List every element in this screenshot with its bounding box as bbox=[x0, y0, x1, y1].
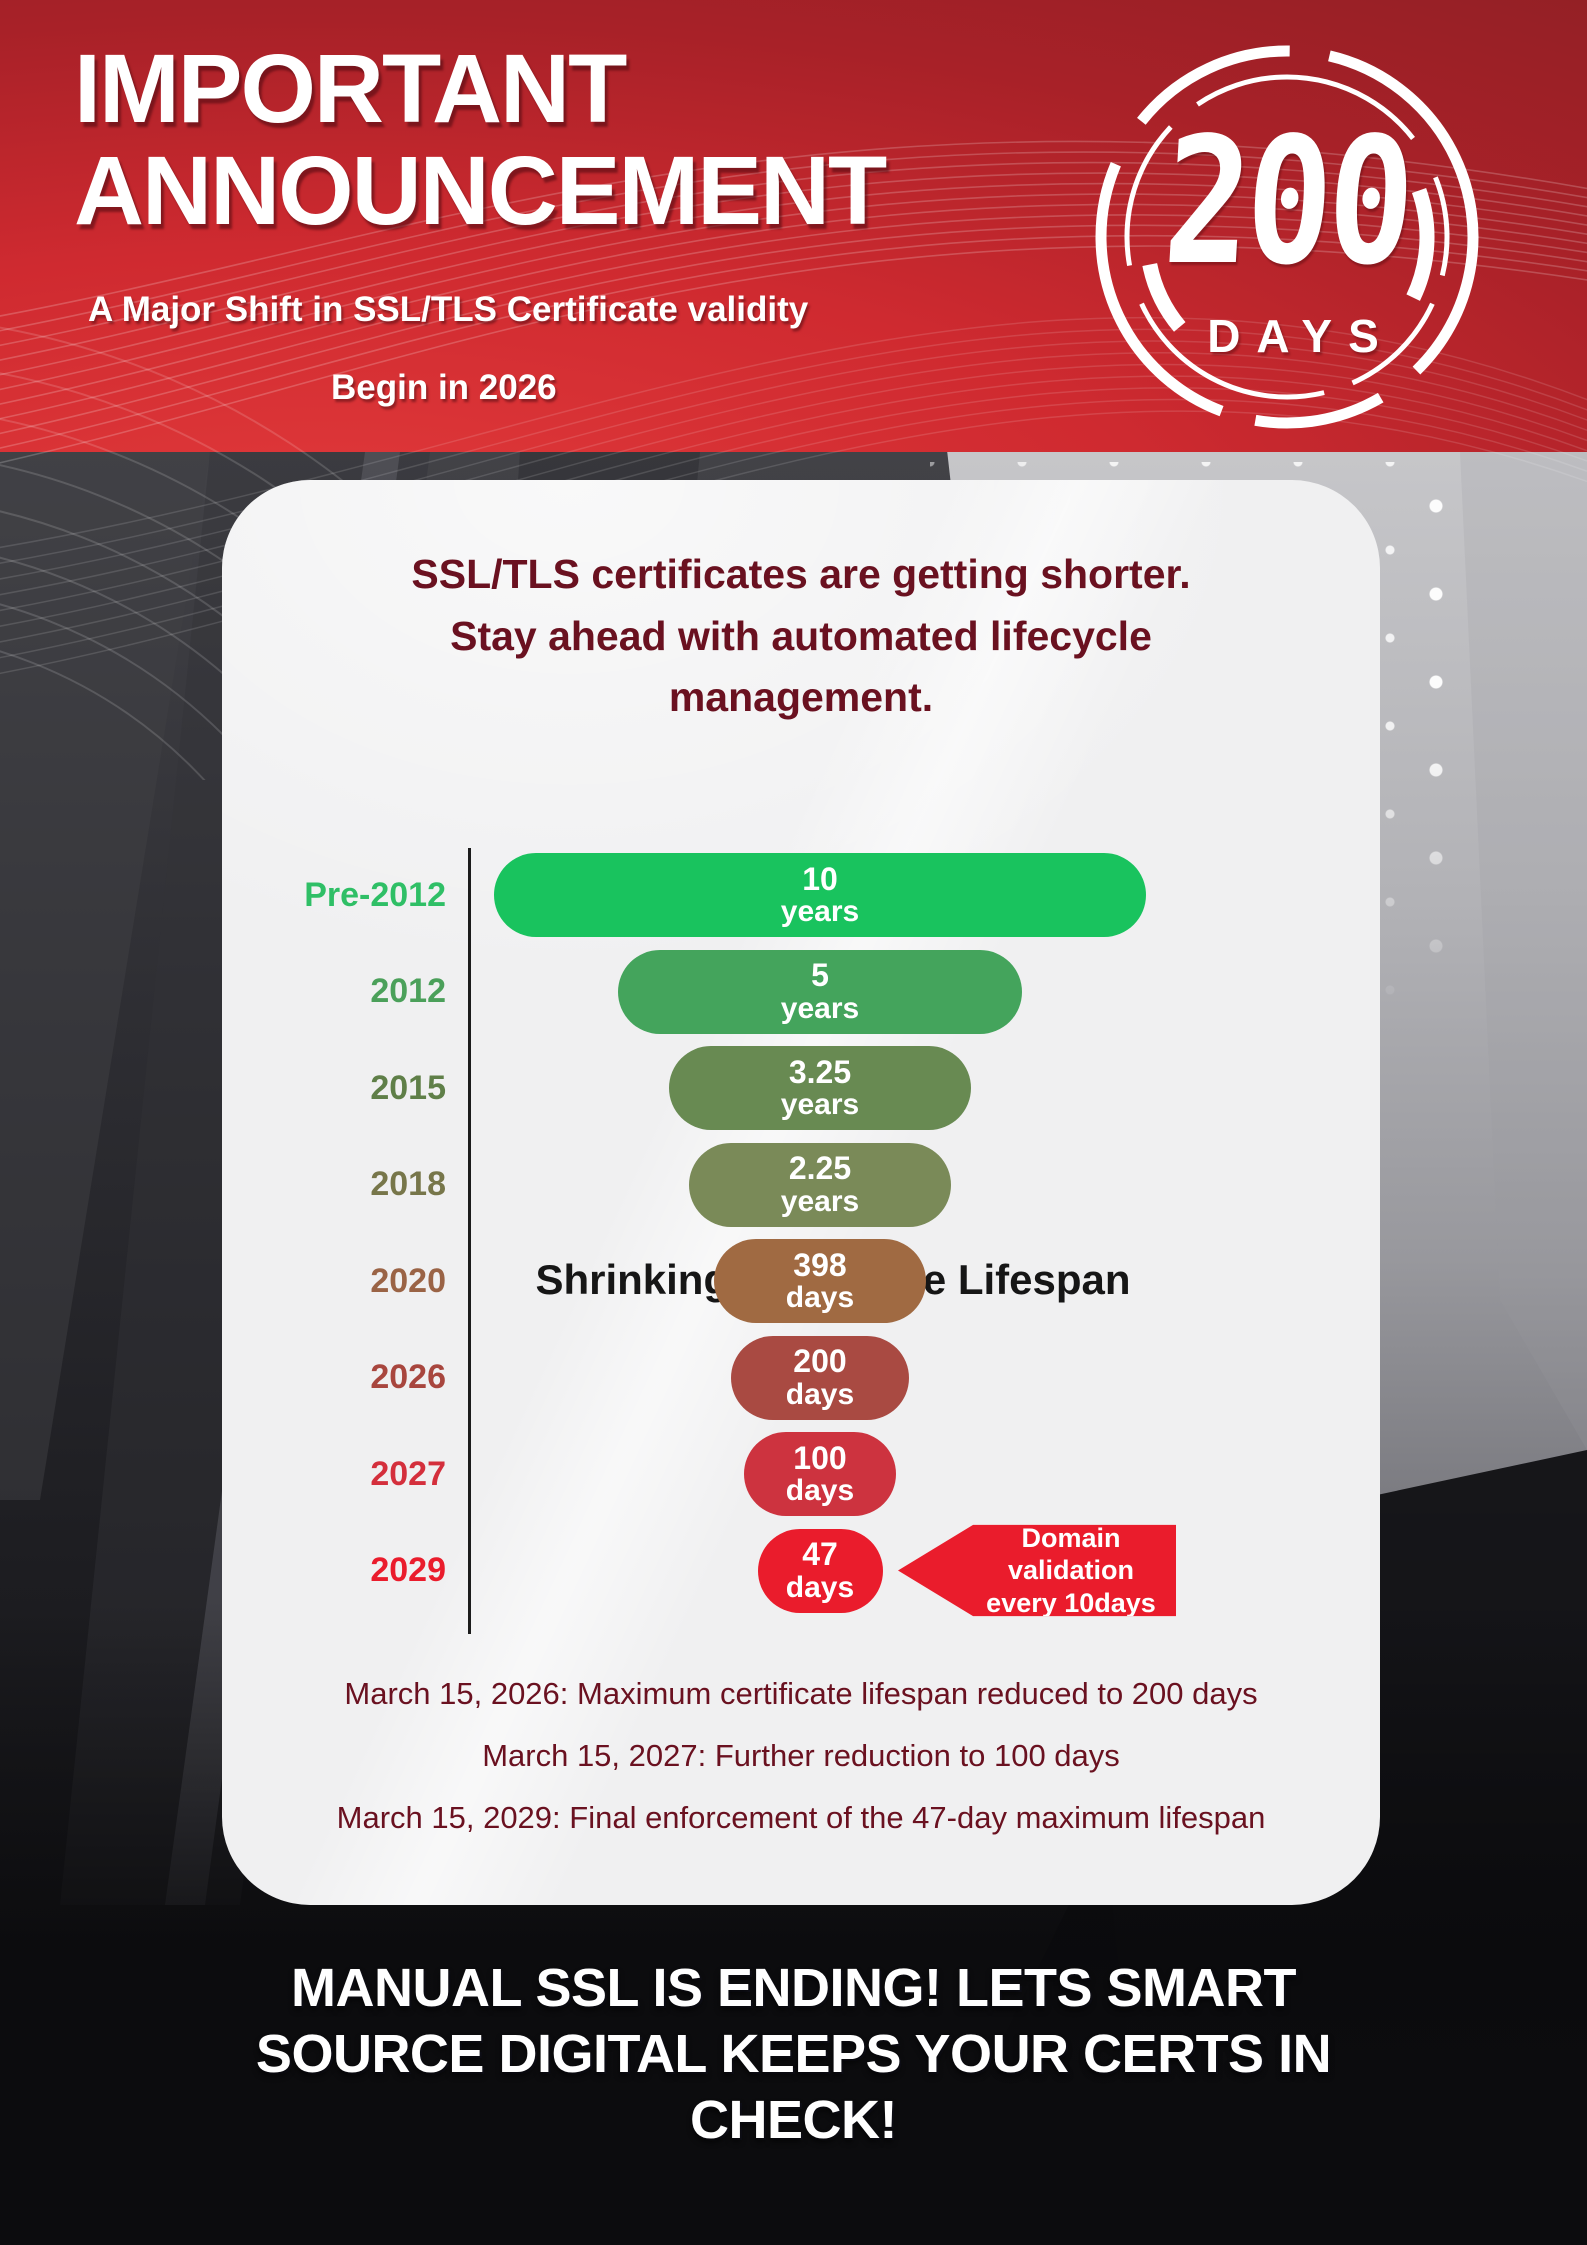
funnel-bar-value: 3.25 bbox=[788, 1053, 852, 1090]
funnel-year-label: 2015 bbox=[370, 1068, 446, 1107]
funnel-bar: 10 years bbox=[494, 853, 1146, 937]
funnel-bar-unit: days bbox=[785, 1281, 855, 1315]
funnel-bar-unit: years bbox=[780, 1184, 860, 1218]
funnel-bar: 5 years bbox=[618, 949, 1022, 1034]
funnel-bar-value: 398 bbox=[793, 1246, 847, 1283]
funnel-row-2020: 2020 398 days bbox=[222, 1239, 1380, 1323]
funnel-row-2012: 2012 5 years bbox=[222, 949, 1380, 1034]
funnel-bar-unit: days bbox=[785, 1570, 855, 1604]
funnel-row-2015: 2015 3.25 years bbox=[222, 1046, 1380, 1130]
funnel-bar: 398 days bbox=[714, 1239, 926, 1323]
funnel-bar-value: 200 bbox=[793, 1343, 847, 1380]
badge-days-label: DAYS bbox=[1207, 310, 1395, 362]
funnel-row-2029: 2029 47 days bbox=[222, 1528, 1380, 1613]
milestone-2029: March 15, 2029: Final enforcement of the… bbox=[336, 1800, 1266, 1835]
funnel-row-2027: 2027 100 days bbox=[222, 1432, 1380, 1516]
funnel-bar-unit: days bbox=[785, 1377, 855, 1411]
badge-number: 200 bbox=[1158, 101, 1416, 304]
page-title-line2: ANNOUNCEMENT bbox=[74, 135, 887, 245]
funnel-bar-value: 100 bbox=[793, 1439, 847, 1476]
announcement-banner bbox=[0, 0, 1587, 452]
funnel-bar: 100 days bbox=[744, 1432, 896, 1516]
banner-subtitle-year: Begin in 2026 bbox=[331, 368, 557, 407]
footer-headline: MANUAL SSL IS ENDING! LETS SMART SOURCE … bbox=[0, 1956, 1587, 2154]
funnel-row-2018: 2018 2.25 years bbox=[222, 1142, 1380, 1227]
funnel-bar-value: 2.25 bbox=[788, 1150, 852, 1187]
footer-headline-line3: CHECK! bbox=[690, 2089, 898, 2150]
content-card: SSL/TLS certificates are getting shorter… bbox=[222, 480, 1380, 1905]
funnel-bar-value: 47 bbox=[802, 1536, 838, 1573]
funnel-bar: 2.25 years bbox=[689, 1142, 951, 1227]
funnel-bar-unit: days bbox=[785, 1474, 855, 1508]
page-title: IMPORTANT ANNOUNCEMENT bbox=[74, 34, 887, 245]
footer-headline-line2: SOURCE DIGITAL KEEPS YOUR CERTS IN bbox=[255, 2023, 1332, 2084]
funnel-bar: 200 days bbox=[731, 1335, 909, 1420]
footer-headline-line1: MANUAL SSL IS ENDING! LETS SMART bbox=[290, 1958, 1297, 2018]
funnel-bar-unit: years bbox=[780, 1088, 860, 1122]
funnel-year-label: 2020 bbox=[370, 1261, 446, 1300]
funnel-bar-unit: years bbox=[780, 991, 860, 1025]
banner-subtitle: A Major Shift in SSL/TLS Certificate val… bbox=[88, 290, 809, 329]
funnel-year-label: Pre-2012 bbox=[304, 875, 446, 914]
funnel-year-label: 2018 bbox=[370, 1165, 446, 1203]
200-days-badge: 200 DAYS bbox=[1077, 27, 1497, 447]
funnel-bar-value: 10 bbox=[802, 860, 838, 897]
funnel-row-2026: 2026 200 days bbox=[222, 1335, 1380, 1420]
funnel-year-label: 2029 bbox=[370, 1551, 446, 1589]
funnel-row-Pre-2012: Pre-2012 10 years bbox=[222, 853, 1380, 937]
milestone-2027: March 15, 2027: Further reduction to 100… bbox=[482, 1738, 1120, 1773]
funnel-year-label: 2026 bbox=[370, 1358, 446, 1396]
card-heading-line3: management. bbox=[668, 674, 934, 720]
milestone-dates: March 15, 2026: Maximum certificate life… bbox=[222, 1676, 1380, 1862]
funnel-year-label: 2027 bbox=[370, 1454, 446, 1493]
milestone-2026: March 15, 2026: Maximum certificate life… bbox=[344, 1676, 1258, 1711]
page-title-line1: IMPORTANT bbox=[74, 34, 627, 143]
badge-rings-icon bbox=[1095, 45, 1479, 429]
funnel-bar-value: 5 bbox=[811, 957, 829, 994]
funnel-bar: 47 days bbox=[757, 1528, 883, 1613]
funnel-bar: 3.25 years bbox=[669, 1046, 971, 1130]
funnel-year-label: 2012 bbox=[370, 972, 446, 1010]
funnel-bar-unit: years bbox=[780, 895, 860, 929]
